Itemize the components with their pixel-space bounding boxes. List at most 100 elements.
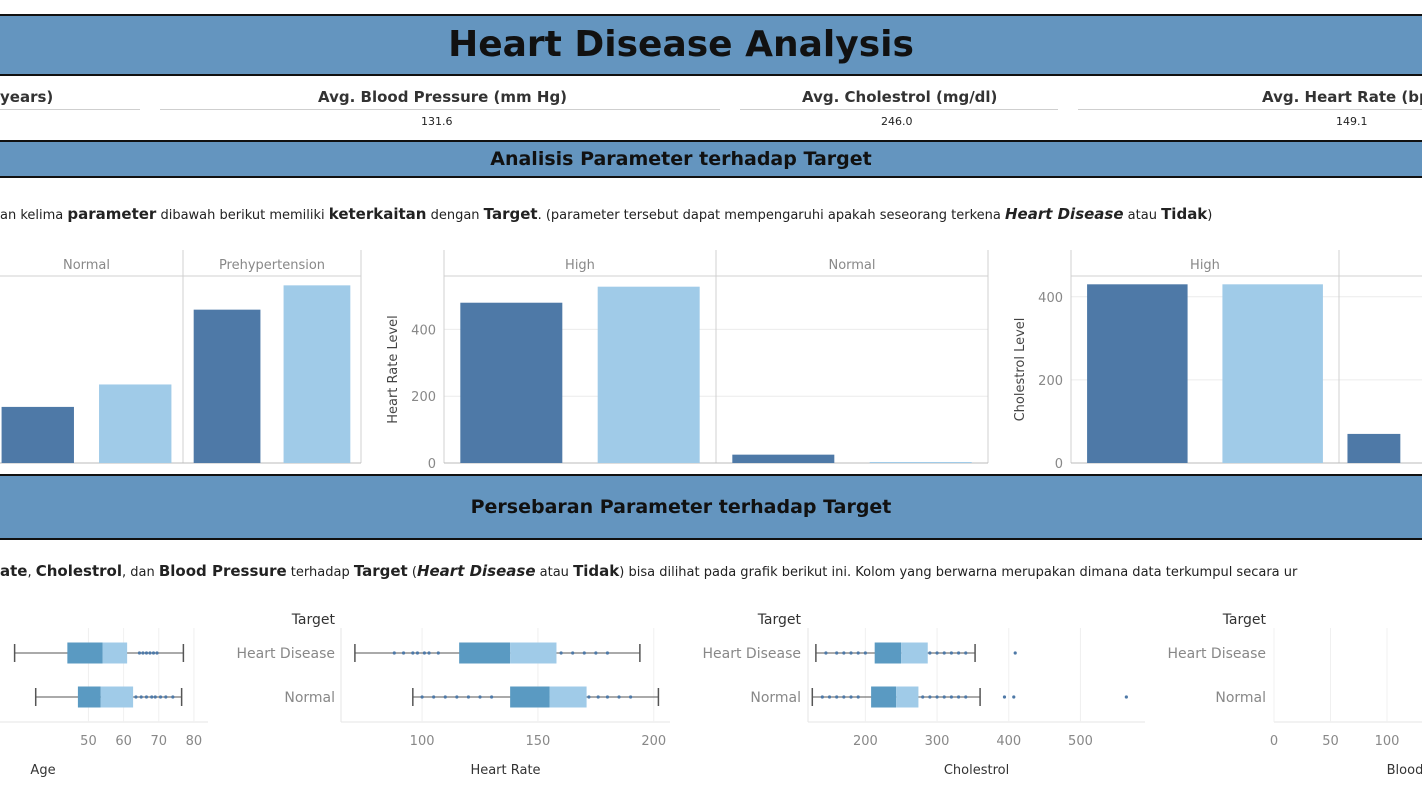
x-tick-label: 50 [1322, 734, 1339, 749]
box-lower-quartile [871, 686, 897, 708]
outlier-point [1002, 695, 1007, 699]
target-axis-title: Target [1222, 612, 1267, 628]
bar-heart-disease [732, 454, 835, 463]
description-segment: atau [1123, 208, 1162, 223]
box-lower-quartile [459, 642, 511, 664]
box-chart-4: 0 50 100 Blood Target Heart Disease Normal [1168, 612, 1422, 778]
target-axis-title: Target [757, 612, 802, 628]
outlier-point [921, 695, 925, 699]
description-segment: Cholestrol [35, 562, 122, 580]
outlier-point [392, 651, 396, 655]
box-charts: 50 60 70 80 Age 100 150 200 Heart Rate Target Hear… [0, 612, 1422, 778]
outlier-point [432, 695, 436, 699]
outlier-point [835, 695, 839, 699]
description-segment: an kelima [0, 208, 68, 223]
outlier-point [144, 695, 149, 699]
x-tick-label: 300 [925, 734, 950, 749]
outlier-point [949, 695, 954, 699]
bar-normal [869, 461, 972, 463]
description-segment: , dan [121, 565, 159, 580]
box-upper-quartile [901, 642, 928, 664]
target-axis-title: Target [291, 612, 336, 628]
outlier-point [582, 651, 586, 655]
kpi-blood-pressure-divider [160, 109, 720, 110]
outlier-point [835, 651, 839, 655]
outlier-point [1124, 695, 1128, 699]
outlier-point [478, 695, 482, 699]
outlier-point [150, 695, 154, 699]
bar-chart-2: 0 200 400 Heart Rate Level High Normal [386, 250, 989, 470]
outlier-point [942, 651, 946, 655]
description-segment: Target [353, 562, 408, 580]
outlier-point [1013, 651, 1017, 655]
outlier-point [617, 695, 621, 699]
outlier-point [144, 651, 149, 655]
outlier-point [928, 695, 932, 699]
section-analysis-description: an kelima parameter dibawah berikut memi… [0, 205, 1212, 223]
bar-normal [597, 286, 700, 463]
panel-header: Normal [828, 258, 875, 273]
outlier-point [148, 651, 152, 655]
panel-header: High [565, 258, 595, 273]
kpi-blood-pressure-value: 131.6 [421, 115, 453, 128]
outlier-point [842, 651, 846, 655]
outlier-point [928, 651, 932, 655]
bar-normal [1222, 284, 1323, 463]
outlier-point [427, 651, 431, 655]
outlier-point [489, 695, 494, 699]
section-analysis-title: Analisis Parameter terhadap Target [490, 148, 872, 170]
outlier-point [856, 695, 860, 699]
x-tick-label: 100 [1375, 734, 1400, 749]
outlier-point [935, 651, 939, 655]
outlier-point [964, 695, 968, 699]
outlier-point [466, 695, 471, 699]
outlier-point [164, 695, 168, 699]
description-segment: keterkaitan [328, 205, 427, 223]
x-tick-label: 0 [1270, 734, 1278, 749]
outlier-point [849, 651, 853, 655]
outlier-point [605, 651, 610, 655]
outlier-point [415, 651, 420, 655]
outlier-point [596, 695, 600, 699]
panel-header: Prehypertension [219, 258, 325, 273]
category-label: Normal [1215, 690, 1266, 706]
x-tick-label: 60 [115, 734, 132, 749]
description-segment: parameter [67, 205, 157, 223]
category-label: Heart Disease [703, 646, 801, 662]
x-tick-label: 400 [996, 734, 1021, 749]
outlier-point [422, 651, 427, 655]
outlier-point [158, 695, 163, 699]
outlier-point [949, 651, 954, 655]
box-lower-quartile [874, 642, 902, 664]
y-tick-label: 200 [1038, 374, 1063, 389]
x-tick-label: 200 [853, 734, 878, 749]
category-label: Heart Disease [237, 646, 335, 662]
outlier-point [964, 651, 968, 655]
outlier-point [856, 651, 860, 655]
x-tick-label: 500 [1068, 734, 1093, 749]
description-segment: dibawah berikut memiliki [156, 208, 329, 223]
box-chart-2: 100 150 200 Heart Rate Target Heart Disease No… [237, 612, 670, 778]
kpi-row: years) Avg. Blood Pressure (mm Hg) 131.6… [0, 84, 1422, 128]
description-segment: , [27, 565, 36, 580]
outlier-point [559, 651, 563, 655]
description-segment: ( [407, 565, 417, 580]
description-segment: terhadap [286, 565, 354, 580]
outlier-point [1012, 695, 1016, 699]
outlier-point [171, 695, 175, 699]
x-tick-label: 200 [641, 734, 666, 749]
x-tick-label: 100 [410, 734, 435, 749]
x-tick-label: 150 [526, 734, 551, 749]
bar-heart-disease [1087, 284, 1188, 463]
outlier-point [842, 695, 846, 699]
box-chart-1: 50 60 70 80 Age [0, 628, 208, 778]
title-banner: Heart Disease Analysis [0, 14, 1422, 76]
bar-normal [99, 384, 172, 463]
description-segment: ) [1207, 208, 1213, 223]
outlier-point [443, 695, 447, 699]
kpi-age-label: years) [0, 88, 54, 106]
description-segment: ate [0, 562, 28, 580]
y-tick-label: 0 [1055, 457, 1063, 470]
outlier-point [820, 695, 824, 699]
bar-heart-disease [460, 302, 563, 463]
